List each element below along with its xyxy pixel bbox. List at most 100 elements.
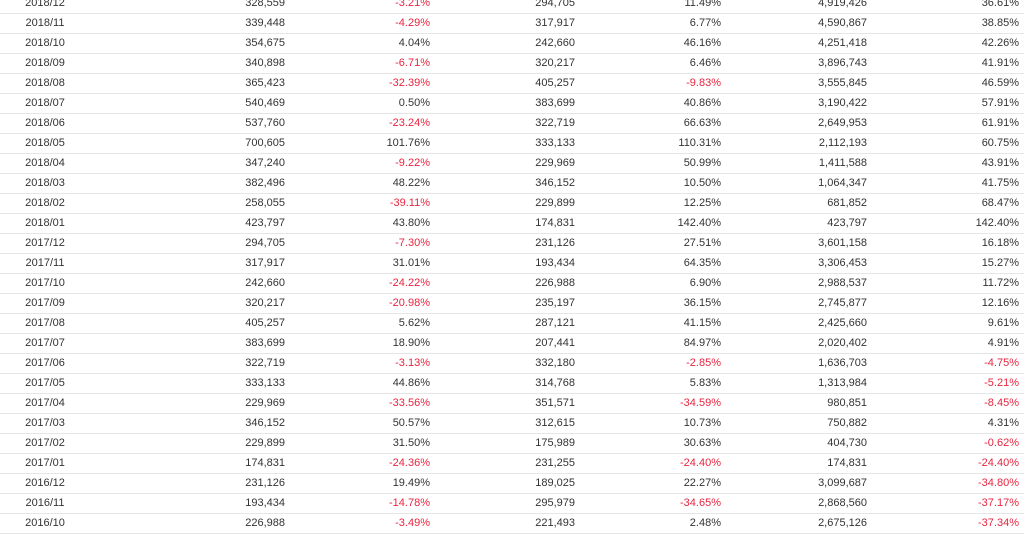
volume-mom-cell: -3.49% — [290, 513, 435, 534]
month-cell: 2018/07 — [0, 93, 90, 114]
cumulative-yoy-cell: -4.75% — [872, 353, 1024, 374]
volume-mom-cell: -14.78% — [290, 493, 435, 514]
cumulative-yoy-cell: 46.59% — [872, 73, 1024, 94]
cumulative-cell: 1,064,347 — [726, 173, 872, 194]
month-cell: 2018/04 — [0, 153, 90, 174]
cumulative-cell: 750,882 — [726, 413, 872, 434]
prior-volume-cell: 312,615 — [435, 413, 580, 434]
cumulative-cell: 4,251,418 — [726, 33, 872, 54]
volume-cell: 347,240 — [90, 153, 290, 174]
month-cell: 2017/03 — [0, 413, 90, 434]
yoy-change-cell: 10.73% — [580, 413, 726, 434]
volume-cell: 383,699 — [90, 333, 290, 354]
volume-mom-cell: 19.49% — [290, 473, 435, 494]
volume-cell: 700,605 — [90, 133, 290, 154]
month-cell: 2017/01 — [0, 453, 90, 474]
table-row: 2017/03 346,152 50.57% 312,615 10.73% 750,882… — [0, 413, 1024, 434]
table-row: 2018/05 700,605 101.76% 333,133 110.31% 2,112… — [0, 133, 1024, 154]
table-row: 2016/12 231,126 19.49% 189,025 22.27% 3,099,6… — [0, 473, 1024, 494]
volume-cell: 226,988 — [90, 513, 290, 534]
table-row: 2018/12 328,559 -3.21% 294,705 11.49% 4,919,4… — [0, 0, 1024, 14]
volume-cell: 231,126 — [90, 473, 290, 494]
cumulative-yoy-cell: 4.31% — [872, 413, 1024, 434]
cumulative-cell: 3,190,422 — [726, 93, 872, 114]
volume-mom-cell: -7.30% — [290, 233, 435, 254]
cumulative-cell: 174,831 — [726, 453, 872, 474]
cumulative-yoy-cell: -37.34% — [872, 513, 1024, 534]
yoy-change-cell: 5.83% — [580, 373, 726, 394]
volume-mom-cell: 101.76% — [290, 133, 435, 154]
volume-mom-cell: -20.98% — [290, 293, 435, 314]
cumulative-yoy-cell: 57.91% — [872, 93, 1024, 114]
prior-volume-cell: 405,257 — [435, 73, 580, 94]
volume-cell: 328,559 — [90, 0, 290, 14]
volume-cell: 382,496 — [90, 173, 290, 194]
table-row: 2018/09 340,898 -6.71% 320,217 6.46% 3,896,74… — [0, 53, 1024, 74]
volume-mom-cell: -3.21% — [290, 0, 435, 14]
volume-cell: 242,660 — [90, 273, 290, 294]
volume-cell: 537,760 — [90, 113, 290, 134]
cumulative-cell: 2,020,402 — [726, 333, 872, 354]
cumulative-cell: 2,425,660 — [726, 313, 872, 334]
volume-cell: 423,797 — [90, 213, 290, 234]
cumulative-cell: 3,896,743 — [726, 53, 872, 74]
yoy-change-cell: 41.15% — [580, 313, 726, 334]
volume-cell: 340,898 — [90, 53, 290, 74]
cumulative-yoy-cell: 68.47% — [872, 193, 1024, 214]
month-cell: 2016/11 — [0, 493, 90, 514]
prior-volume-cell: 235,197 — [435, 293, 580, 314]
prior-volume-cell: 189,025 — [435, 473, 580, 494]
volume-cell: 294,705 — [90, 233, 290, 254]
volume-mom-cell: 43.80% — [290, 213, 435, 234]
volume-cell: 258,055 — [90, 193, 290, 214]
month-cell: 2018/09 — [0, 53, 90, 74]
cumulative-yoy-cell: 16.18% — [872, 233, 1024, 254]
cumulative-yoy-cell: -8.45% — [872, 393, 1024, 414]
volume-mom-cell: -24.22% — [290, 273, 435, 294]
month-cell: 2016/12 — [0, 473, 90, 494]
cumulative-yoy-cell: -24.40% — [872, 453, 1024, 474]
yoy-change-cell: -2.85% — [580, 353, 726, 374]
volume-mom-cell: 44.86% — [290, 373, 435, 394]
yoy-change-cell: 36.15% — [580, 293, 726, 314]
volume-cell: 193,434 — [90, 493, 290, 514]
volume-cell: 405,257 — [90, 313, 290, 334]
prior-volume-cell: 322,719 — [435, 113, 580, 134]
yoy-change-cell: 142.40% — [580, 213, 726, 234]
month-cell: 2017/05 — [0, 373, 90, 394]
prior-volume-cell: 314,768 — [435, 373, 580, 394]
table-row: 2017/11 317,917 31.01% 193,434 64.35% 3,306,4… — [0, 253, 1024, 274]
prior-volume-cell: 221,493 — [435, 513, 580, 534]
cumulative-yoy-cell: 41.91% — [872, 53, 1024, 74]
month-cell: 2017/06 — [0, 353, 90, 374]
month-cell: 2018/06 — [0, 113, 90, 134]
month-cell: 2018/02 — [0, 193, 90, 214]
volume-cell: 540,469 — [90, 93, 290, 114]
table-row: 2017/07 383,699 18.90% 207,441 84.97% 2,020,4… — [0, 333, 1024, 354]
prior-volume-cell: 231,126 — [435, 233, 580, 254]
cumulative-cell: 1,636,703 — [726, 353, 872, 374]
volume-cell: 365,423 — [90, 73, 290, 94]
yoy-change-cell: -24.40% — [580, 453, 726, 474]
table-row: 2018/02 258,055 -39.11% 229,899 12.25% 681,85… — [0, 193, 1024, 214]
cumulative-cell: 4,590,867 — [726, 13, 872, 34]
volume-mom-cell: 4.04% — [290, 33, 435, 54]
month-cell: 2016/10 — [0, 513, 90, 534]
cumulative-cell: 404,730 — [726, 433, 872, 454]
cumulative-yoy-cell: -37.17% — [872, 493, 1024, 514]
prior-volume-cell: 175,989 — [435, 433, 580, 454]
month-cell: 2017/10 — [0, 273, 90, 294]
cumulative-cell: 980,851 — [726, 393, 872, 414]
yoy-change-cell: -34.59% — [580, 393, 726, 414]
volume-mom-cell: -32.39% — [290, 73, 435, 94]
cumulative-yoy-cell: 15.27% — [872, 253, 1024, 274]
table-row: 2018/08 365,423 -32.39% 405,257 -9.83% 3,555,… — [0, 73, 1024, 94]
cumulative-yoy-cell: 43.91% — [872, 153, 1024, 174]
table-row: 2017/04 229,969 -33.56% 351,571 -34.59% 980,8… — [0, 393, 1024, 414]
volume-cell: 354,675 — [90, 33, 290, 54]
month-cell: 2018/08 — [0, 73, 90, 94]
prior-volume-cell: 207,441 — [435, 333, 580, 354]
volume-mom-cell: 31.50% — [290, 433, 435, 454]
